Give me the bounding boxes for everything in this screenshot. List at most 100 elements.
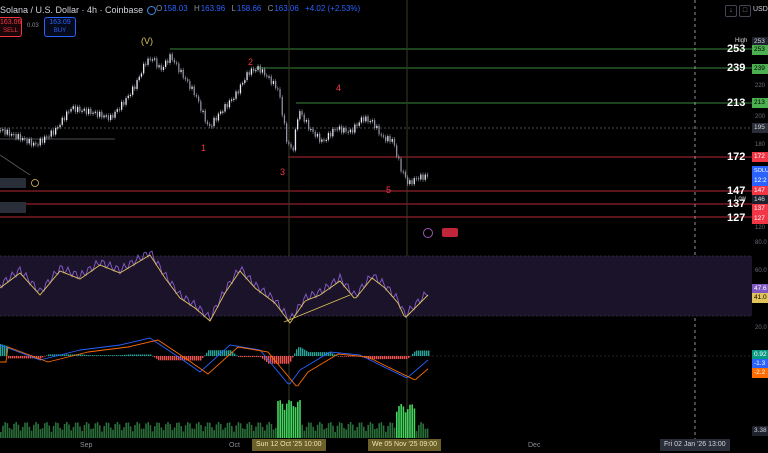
- volume-bar: [327, 423, 330, 438]
- macd-bar: [210, 350, 212, 356]
- currency-label[interactable]: USD: [753, 6, 768, 13]
- candle: [426, 174, 429, 177]
- alert-clock-icon[interactable]: [423, 228, 433, 238]
- volume-bar: [349, 422, 352, 438]
- sell-button[interactable]: 163.06 SELL: [0, 17, 22, 37]
- volume-bar: [105, 422, 108, 438]
- buy-button[interactable]: 163.09 BUY: [44, 17, 76, 37]
- macd-bar: [312, 352, 314, 356]
- candle: [123, 101, 125, 105]
- candle: [400, 158, 402, 172]
- maximize-icon[interactable]: □: [739, 5, 751, 17]
- candle: [237, 91, 239, 94]
- volume-bar: [286, 403, 288, 438]
- eye-icon[interactable]: [147, 5, 157, 15]
- earnings-icon[interactable]: [442, 228, 458, 237]
- scale-tick-200: 200: [755, 114, 766, 120]
- candle: [363, 117, 365, 122]
- macd-bar: [286, 356, 288, 364]
- candle: [349, 129, 352, 133]
- candle: [8, 129, 11, 136]
- candle: [147, 58, 149, 65]
- macd-bar: [216, 350, 218, 356]
- volume-bar: [33, 424, 35, 438]
- scale-tick-180: 180: [755, 142, 766, 148]
- high-value-badge: 253: [752, 37, 768, 47]
- macd-bar: [166, 356, 168, 361]
- candle: [334, 128, 336, 131]
- macd-bar: [0, 344, 2, 356]
- macd-bar: [336, 355, 338, 357]
- candle: [321, 139, 323, 142]
- volume-bar: [292, 406, 295, 438]
- candle: [422, 174, 424, 180]
- dollar-marker-icon[interactable]: [31, 179, 39, 187]
- volume-bar: [312, 426, 314, 438]
- macd-bar: [6, 345, 8, 356]
- download-icon[interactable]: ↓: [725, 5, 737, 17]
- candle: [48, 136, 50, 138]
- volume-bar: [239, 423, 242, 438]
- candle: [145, 63, 147, 66]
- candle: [259, 65, 261, 73]
- macd-bar: [174, 356, 176, 361]
- candle: [94, 111, 96, 113]
- macd-bar: [304, 349, 306, 356]
- volume-bar: [8, 427, 11, 438]
- macd-bar: [206, 352, 208, 356]
- volume-bar: [347, 423, 350, 438]
- volume-bar: [129, 426, 132, 438]
- x-label-sep: Sep: [80, 442, 93, 449]
- macd-bar: [410, 355, 412, 357]
- candle: [204, 110, 206, 122]
- macd-bar: [70, 354, 72, 356]
- volume-bar: [264, 430, 266, 438]
- volume-bar: [123, 427, 125, 438]
- candle: [90, 108, 92, 114]
- macd-bar: [316, 352, 318, 356]
- macd-bar: [96, 355, 98, 356]
- price-badge-195[interactable]: 195: [752, 123, 768, 133]
- volume-bar: [132, 431, 134, 438]
- level-label-253: 253: [727, 43, 746, 55]
- candle: [420, 174, 422, 180]
- x-highlight-oct12: Sun 12 Oct '25 10:00: [252, 439, 326, 451]
- macd-bar: [168, 356, 170, 361]
- volume-bar: [332, 425, 334, 438]
- volume-bar: [15, 422, 17, 438]
- volume-bar: [391, 422, 394, 438]
- candle: [411, 180, 413, 185]
- volume-bar: [79, 426, 81, 438]
- macd-bar: [236, 355, 238, 356]
- volume-bar: [211, 427, 213, 438]
- volume-bar: [387, 425, 389, 438]
- candle: [151, 59, 154, 61]
- macd-bar: [26, 356, 28, 359]
- macd-bar: [102, 355, 104, 356]
- symbol-title[interactable]: Solana / U.S. Dollar · 4h · Coinbase: [0, 5, 144, 15]
- volume-bar: [143, 428, 145, 438]
- candle: [231, 99, 233, 101]
- volume-bar: [48, 425, 50, 438]
- candle: [299, 111, 301, 120]
- scale-tick-120: 120: [755, 225, 766, 231]
- volume-bar: [228, 422, 231, 438]
- candle: [26, 139, 28, 144]
- volume-bar: [244, 429, 246, 438]
- volume-bar: [182, 431, 185, 438]
- volume-bar: [127, 422, 130, 438]
- volume-bar: [411, 404, 413, 438]
- volume-bar: [255, 426, 257, 438]
- candle: [70, 108, 72, 112]
- macd-bar: [246, 356, 248, 358]
- volume-bar: [13, 423, 15, 438]
- candle: [369, 121, 371, 123]
- macd-bar: [200, 356, 202, 361]
- price-zone-box: [0, 202, 26, 213]
- volume-bar: [52, 425, 55, 438]
- volume-bar: [275, 427, 277, 438]
- macd-bar: [320, 352, 322, 356]
- volume-bar: [11, 429, 13, 438]
- candle: [319, 133, 321, 142]
